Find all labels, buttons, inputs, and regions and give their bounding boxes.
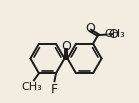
Text: CH₃: CH₃ [104, 29, 125, 39]
Text: O: O [108, 28, 118, 41]
Text: CH₃: CH₃ [21, 82, 42, 92]
Text: O: O [61, 40, 71, 53]
Text: F: F [51, 83, 58, 96]
Text: O: O [86, 22, 95, 35]
